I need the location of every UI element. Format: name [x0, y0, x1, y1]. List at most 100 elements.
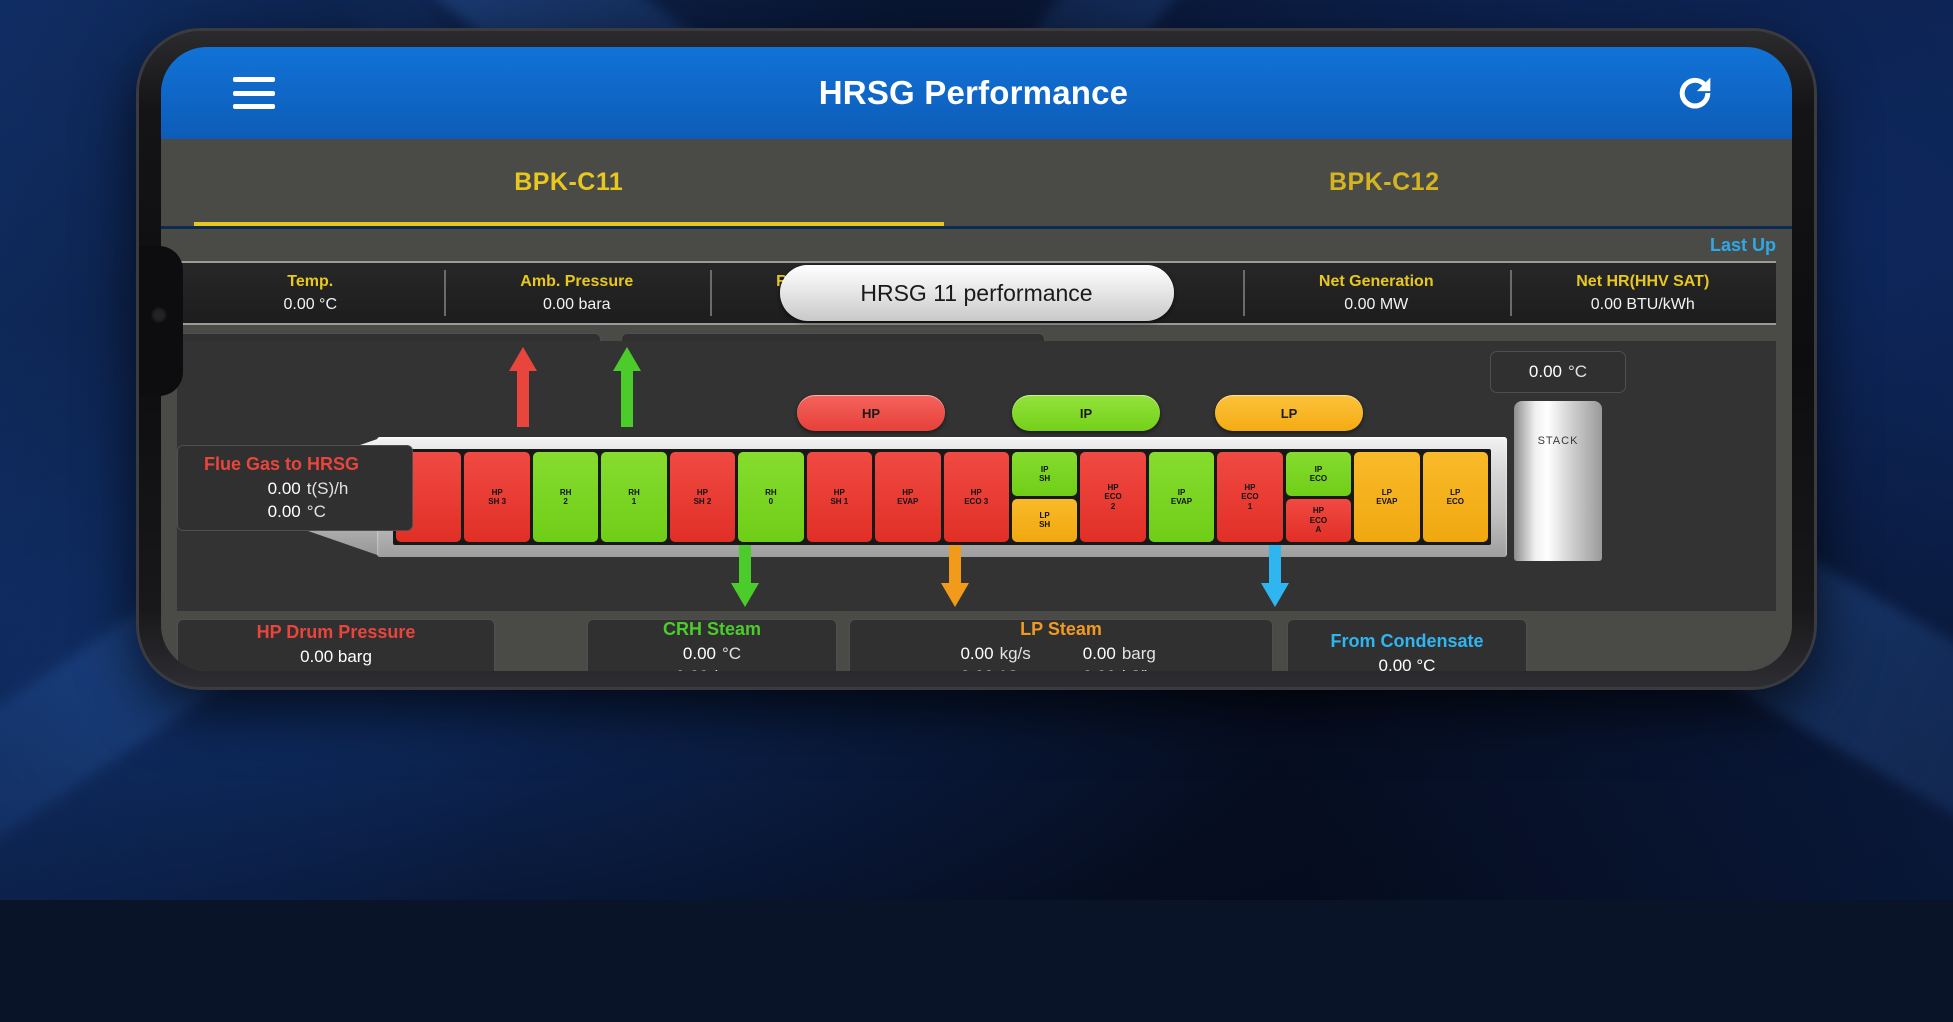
- stack-temperature-readout: 0.00 °C: [1490, 351, 1626, 393]
- hrsg-module-label: ECO 3: [964, 497, 988, 506]
- stat-label: Temp.: [287, 273, 333, 291]
- hrsg-module-label: SH: [1039, 520, 1050, 529]
- hrsg-diagram: 0.00 °C HP IP LP STACK: [177, 341, 1776, 611]
- hrsg-module-label: 2: [563, 497, 567, 506]
- stats-strip: Temp. 0.00 °C Amb. Pressure 0.00 bara Re…: [177, 261, 1776, 325]
- hrsg-module-label: HP: [1244, 483, 1255, 492]
- hrsg-module-label: HP: [834, 488, 845, 497]
- hamburger-icon[interactable]: [233, 77, 275, 109]
- metric-value: 0.00: [675, 667, 708, 671]
- card-metric: 0.00 °C: [268, 502, 349, 522]
- tab-label: BPK-C11: [514, 168, 623, 197]
- metric-value: 0.00: [268, 479, 301, 499]
- stat-label: Net HR(HHV SAT): [1576, 273, 1709, 291]
- card-metric: 0.00 kg/s: [960, 644, 1030, 664]
- hrsg-module-label: EVAP: [897, 497, 918, 506]
- hrsg-module-label: ECO: [1241, 492, 1258, 501]
- card-title: LP Steam: [1020, 619, 1102, 640]
- hrsg-module-label: LP: [1040, 511, 1050, 520]
- metric-unit: barg: [1122, 644, 1156, 664]
- hrsg-module-label: RH: [765, 488, 777, 497]
- stack-cylinder: STACK: [1514, 401, 1602, 561]
- page-title: HRSG Performance: [275, 74, 1672, 112]
- metric-value: 0.00 °C: [1379, 656, 1436, 672]
- metric-value: 0.00: [1529, 362, 1562, 382]
- card-from-condensate: From Condensate 0.00 °C: [1287, 619, 1527, 671]
- legend-pill-label: LP: [1281, 406, 1298, 421]
- metric-value: 0.00: [960, 667, 993, 671]
- hrsg-module-label: HP: [971, 488, 982, 497]
- stat-label: Amb. Pressure: [520, 273, 633, 291]
- stat-label: Net Generation: [1319, 273, 1434, 291]
- card-metric: 0.00 t(S)/h: [268, 479, 349, 499]
- legend-pill-label: HP: [862, 406, 880, 421]
- stat-net-generation: Net Generation 0.00 MW: [1243, 263, 1510, 323]
- hrsg-module-label: HP: [902, 488, 913, 497]
- card-title: Flue Gas to HRSG: [204, 454, 359, 475]
- hrsg-module-label: 0: [769, 497, 773, 506]
- legend-pill-label: IP: [1080, 406, 1092, 421]
- tab-bpk-c12[interactable]: BPK-C12: [977, 139, 1793, 226]
- last-update-label: Last Up: [1710, 235, 1776, 256]
- legend-pill-lp[interactable]: LP: [1215, 395, 1363, 431]
- metric-value: 0.00: [683, 644, 716, 664]
- hrsg-module-label: ECO: [1310, 474, 1327, 483]
- hrsg-module-label: 2: [1111, 502, 1115, 511]
- legend-pill-hp[interactable]: HP: [797, 395, 945, 431]
- arrow-hp-steam-out: [509, 347, 537, 427]
- metric-unit: kJ/kg: [1122, 667, 1162, 671]
- metric-value: 0.00: [268, 502, 301, 522]
- stat-value: 0.00 °C: [283, 296, 337, 314]
- stat-amb-pressure: Amb. Pressure 0.00 bara: [444, 263, 711, 323]
- hrsg-module-label: HP: [492, 488, 503, 497]
- arrow-hrh-steam-out: [613, 347, 641, 427]
- tab-label: BPK-C12: [1329, 168, 1439, 197]
- tab-bpk-c11[interactable]: BPK-C11: [161, 139, 977, 226]
- stat-value: 0.00 MW: [1344, 296, 1408, 314]
- hrsg-module-label: IP: [1041, 465, 1049, 474]
- metric-unit: °C: [1568, 362, 1587, 382]
- metric-unit: °C: [1000, 667, 1019, 671]
- card-metric: 0.00 bara: [675, 667, 748, 671]
- card-hp-drum-pressure: HP Drum Pressure 0.00 barg LP Drum Press…: [177, 619, 495, 671]
- hrsg-module-label: SH 3: [488, 497, 506, 506]
- hrsg-module-label: SH 1: [830, 497, 848, 506]
- stat-net-heat-rate: Net HR(HHV SAT) 0.00 BTU/kWh: [1510, 263, 1777, 323]
- card-title: HP Drum Pressure: [257, 622, 416, 643]
- phone-mockup-frame: HRSG Performance BPK-C11 BPK-C12 Last Up: [139, 31, 1814, 687]
- hrsg-performance-button-label: HRSG 11 performance: [860, 280, 1092, 307]
- legend-pill-ip[interactable]: IP: [1012, 395, 1160, 431]
- hrsg-performance-button[interactable]: HRSG 11 performance: [780, 265, 1174, 321]
- hrsg-module-label: HP: [1313, 506, 1324, 515]
- hrsg-module-label: LP: [1382, 488, 1392, 497]
- hrsg-module-label: LP: [1450, 488, 1460, 497]
- stack-label: STACK: [1538, 435, 1579, 447]
- card-lp-steam: LP Steam 0.00 kg/s 0.00 °C: [849, 619, 1273, 671]
- metric-value: 0.00: [1083, 667, 1116, 671]
- refresh-icon[interactable]: [1672, 70, 1718, 116]
- metric-unit: °C: [307, 502, 326, 522]
- hrsg-module-label: ECO: [1447, 497, 1464, 506]
- card-title: From Condensate: [1330, 631, 1483, 652]
- metric-value: 0.00 barg: [300, 647, 372, 667]
- phone-sensor-dot: [151, 307, 167, 323]
